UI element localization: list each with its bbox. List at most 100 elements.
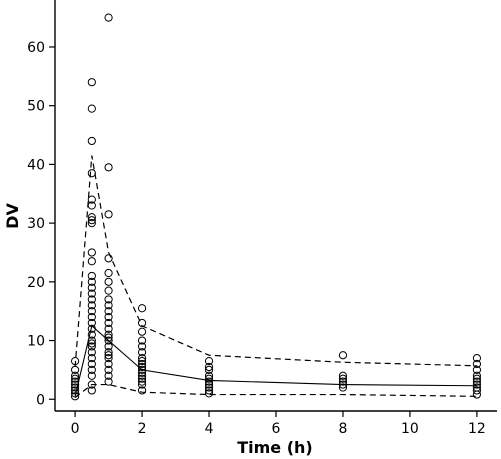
data-point [87, 201, 96, 210]
data-point [104, 359, 113, 369]
data-point [137, 362, 147, 372]
data-point [338, 351, 348, 360]
data-point [87, 136, 96, 146]
data-point [104, 307, 113, 316]
data-point [472, 354, 482, 363]
data-point [104, 371, 113, 380]
data-point [87, 380, 96, 389]
data-point [87, 371, 96, 380]
data-point [137, 380, 147, 389]
data-point [87, 324, 96, 333]
data-point [87, 271, 96, 281]
x-tick-label: 6 [272, 421, 281, 437]
data-point [87, 216, 96, 225]
data-point [70, 389, 80, 398]
data-point [70, 374, 80, 383]
data-point [104, 277, 113, 286]
data-point [87, 219, 96, 228]
data-point [104, 312, 113, 322]
data-point [204, 389, 214, 398]
data-point [87, 301, 96, 310]
data-point [70, 377, 80, 386]
data-point [137, 354, 147, 363]
data-point [204, 365, 214, 374]
data-point [137, 377, 147, 386]
data-point [204, 356, 214, 366]
data-point [472, 386, 482, 395]
data-point [104, 268, 113, 278]
data-point [87, 78, 96, 87]
data-point [104, 336, 113, 345]
data-point [104, 295, 113, 304]
upper-percentile-line [74, 155, 477, 368]
data-point [338, 377, 348, 386]
data-point [87, 365, 96, 374]
axes: 0 2 4 6 8 10 12 0 10 20 30 40 50 60 [27, 0, 497, 437]
data-point [472, 359, 482, 369]
data-point [338, 374, 348, 383]
data-point [472, 365, 482, 374]
data-point [70, 386, 80, 395]
data-point [104, 348, 113, 357]
data-point [87, 169, 96, 178]
x-tick-label: 2 [138, 421, 147, 437]
data-point [204, 374, 214, 383]
data-point [87, 339, 96, 348]
data-point [87, 342, 96, 351]
data-point [87, 318, 96, 328]
data-point [472, 374, 482, 383]
data-point [70, 371, 80, 380]
data-point [87, 248, 96, 257]
data-point [70, 392, 80, 401]
y-tick-label: 40 [27, 157, 45, 173]
y-tick-label: 20 [27, 275, 45, 291]
y-tick-label: 30 [27, 216, 45, 232]
y-axis-title: DV [3, 203, 22, 229]
data-point [87, 330, 96, 339]
prediction-interval-lines [74, 155, 477, 398]
x-axis-title: Time (h) [237, 438, 313, 457]
data-point [338, 380, 348, 389]
data-point [137, 368, 147, 377]
x-tick-label: 10 [401, 421, 419, 437]
data-point [70, 380, 80, 389]
x-tick-label: 8 [339, 421, 348, 437]
data-point [104, 330, 113, 339]
data-point [137, 371, 147, 380]
data-point [204, 362, 214, 372]
data-point [104, 377, 113, 386]
data-point [137, 342, 147, 351]
x-tick-label: 4 [205, 421, 214, 437]
data-point [104, 254, 113, 263]
data-point [104, 163, 113, 172]
data-point [87, 307, 96, 316]
data-point [70, 356, 80, 366]
data-point [338, 383, 348, 392]
data-point [137, 356, 147, 366]
data-point [87, 283, 96, 292]
data-point [104, 324, 113, 333]
data-point [472, 390, 482, 399]
data-point [104, 286, 113, 295]
data-point [87, 104, 96, 113]
data-point [87, 312, 96, 322]
data-point [472, 383, 482, 392]
data-point [204, 386, 214, 395]
data-point [104, 13, 113, 22]
y-tick-label: 10 [27, 334, 45, 350]
data-point [87, 336, 96, 345]
data-point [472, 377, 482, 386]
y-tick-label: 0 [36, 392, 45, 408]
x-tick-label: 12 [468, 421, 486, 437]
data-point [87, 295, 96, 304]
data-point [87, 277, 96, 286]
data-point [104, 210, 113, 219]
data-point [87, 195, 96, 204]
data-point [137, 365, 147, 374]
observed-points [70, 13, 482, 401]
data-point [87, 359, 96, 369]
data-point [137, 327, 147, 336]
data-point [70, 365, 80, 374]
data-point [137, 374, 147, 383]
